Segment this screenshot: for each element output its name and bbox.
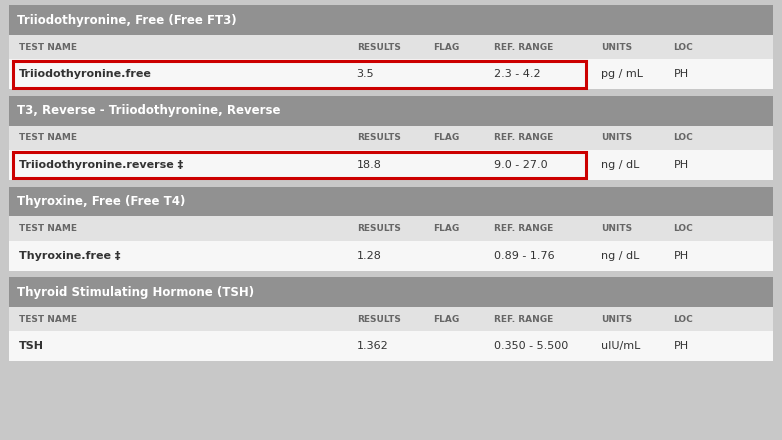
Text: LOC: LOC	[673, 43, 693, 52]
Text: REF. RANGE: REF. RANGE	[494, 315, 554, 324]
Text: UNITS: UNITS	[601, 133, 632, 143]
Text: FLAG: FLAG	[433, 43, 459, 52]
Text: PH: PH	[673, 341, 688, 351]
Text: ng / dL: ng / dL	[601, 160, 639, 170]
Text: ng / dL: ng / dL	[601, 251, 639, 260]
Text: TEST NAME: TEST NAME	[19, 315, 77, 324]
Text: TEST NAME: TEST NAME	[19, 224, 77, 233]
Text: 1.362: 1.362	[357, 341, 389, 351]
Text: Triiodothyronine, Free (Free FT3): Triiodothyronine, Free (Free FT3)	[17, 14, 237, 27]
Text: Thyroid Stimulating Hormone (TSH): Thyroid Stimulating Hormone (TSH)	[17, 286, 254, 299]
Text: uIU/mL: uIU/mL	[601, 341, 640, 351]
FancyBboxPatch shape	[9, 35, 773, 59]
Text: RESULTS: RESULTS	[357, 315, 400, 324]
FancyBboxPatch shape	[9, 187, 773, 216]
Text: Triiodothyronine.reverse ‡: Triiodothyronine.reverse ‡	[19, 160, 183, 170]
Text: T3, Reverse - Triiodothyronine, Reverse: T3, Reverse - Triiodothyronine, Reverse	[17, 104, 281, 117]
Text: Thyroxine.free ‡: Thyroxine.free ‡	[19, 251, 120, 260]
FancyBboxPatch shape	[9, 96, 773, 126]
FancyBboxPatch shape	[9, 307, 773, 331]
Text: UNITS: UNITS	[601, 43, 632, 52]
Text: Triiodothyronine.free: Triiodothyronine.free	[19, 70, 152, 79]
Text: 0.89 - 1.76: 0.89 - 1.76	[494, 251, 554, 260]
Text: LOC: LOC	[673, 133, 693, 143]
Text: 0.350 - 5.500: 0.350 - 5.500	[494, 341, 569, 351]
Text: 18.8: 18.8	[357, 160, 382, 170]
Text: RESULTS: RESULTS	[357, 133, 400, 143]
Text: PH: PH	[673, 251, 688, 260]
FancyBboxPatch shape	[9, 126, 773, 150]
Text: 3.5: 3.5	[357, 70, 375, 79]
Text: TEST NAME: TEST NAME	[19, 133, 77, 143]
Text: RESULTS: RESULTS	[357, 224, 400, 233]
Text: RESULTS: RESULTS	[357, 43, 400, 52]
Text: REF. RANGE: REF. RANGE	[494, 43, 554, 52]
FancyBboxPatch shape	[9, 5, 773, 35]
Text: FLAG: FLAG	[433, 315, 459, 324]
Text: TSH: TSH	[19, 341, 44, 351]
Text: pg / mL: pg / mL	[601, 70, 643, 79]
Text: UNITS: UNITS	[601, 315, 632, 324]
FancyBboxPatch shape	[9, 216, 773, 241]
Text: PH: PH	[673, 160, 688, 170]
FancyBboxPatch shape	[9, 59, 773, 89]
Text: FLAG: FLAG	[433, 224, 459, 233]
Text: LOC: LOC	[673, 315, 693, 324]
Text: TEST NAME: TEST NAME	[19, 43, 77, 52]
Text: UNITS: UNITS	[601, 224, 632, 233]
FancyBboxPatch shape	[9, 150, 773, 180]
Text: 9.0 - 27.0: 9.0 - 27.0	[494, 160, 547, 170]
Text: REF. RANGE: REF. RANGE	[494, 224, 554, 233]
Text: FLAG: FLAG	[433, 133, 459, 143]
Text: 2.3 - 4.2: 2.3 - 4.2	[494, 70, 540, 79]
FancyBboxPatch shape	[9, 277, 773, 307]
Text: PH: PH	[673, 70, 688, 79]
Text: REF. RANGE: REF. RANGE	[494, 133, 554, 143]
Text: Thyroxine, Free (Free T4): Thyroxine, Free (Free T4)	[17, 195, 185, 208]
FancyBboxPatch shape	[9, 331, 773, 361]
Text: LOC: LOC	[673, 224, 693, 233]
Text: 1.28: 1.28	[357, 251, 382, 260]
FancyBboxPatch shape	[9, 241, 773, 271]
